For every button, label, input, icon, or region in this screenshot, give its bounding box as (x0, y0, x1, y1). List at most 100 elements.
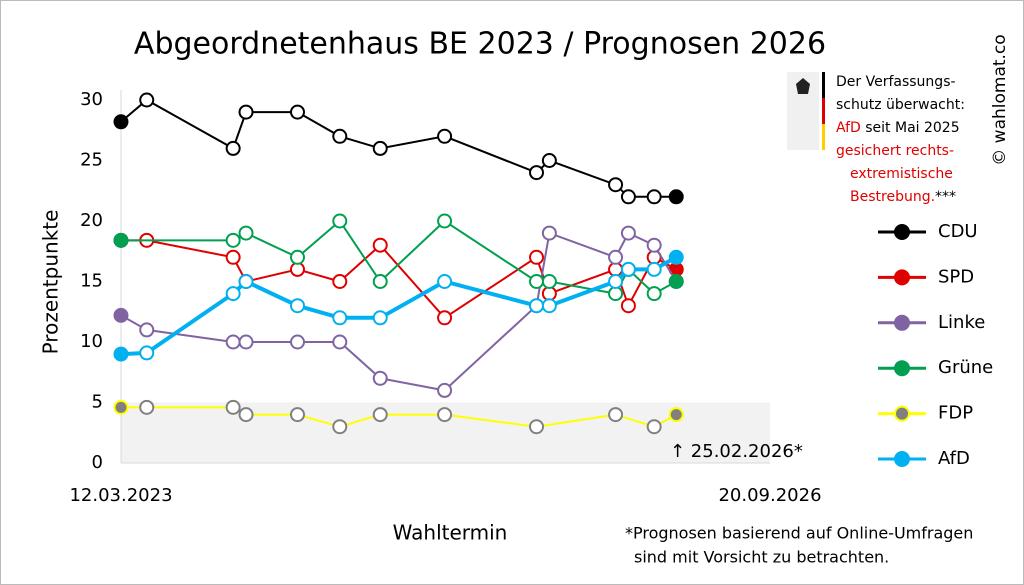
data-point (332, 213, 348, 229)
data-point (620, 261, 636, 277)
legend-label: FDP (938, 403, 973, 424)
data-point (372, 237, 388, 253)
data-point (372, 274, 388, 289)
note-line: AfD seit Mai 2025 (836, 120, 960, 136)
note-part: AfD (836, 120, 861, 136)
data-point (608, 249, 624, 265)
chart-title: Abgeordnetenhaus BE 2023 / Prognosen 202… (134, 27, 826, 62)
note-line: Bestrebung.*** (850, 189, 956, 205)
data-point (437, 128, 453, 144)
data-point (620, 225, 636, 241)
data-point (608, 274, 624, 289)
data-point (332, 419, 348, 435)
watermark: © wahlomat.co (990, 34, 1010, 165)
data-point (437, 407, 453, 423)
data-point (668, 249, 684, 265)
data-point (113, 307, 129, 323)
note-part: *** (935, 189, 956, 205)
data-point (541, 298, 557, 314)
data-point (541, 274, 557, 289)
data-point (646, 419, 662, 435)
legend-label: Grüne (938, 357, 993, 378)
data-point (238, 407, 254, 423)
data-point (646, 189, 662, 205)
data-point (608, 407, 624, 423)
legend-marker (894, 314, 910, 331)
eagle-icon (796, 78, 810, 94)
y-tick-label: 20 (80, 210, 103, 231)
data-point (541, 225, 557, 241)
y-tick-label: 15 (80, 271, 103, 292)
note-line: extremistische (850, 166, 953, 182)
legend-label: AfD (938, 448, 970, 469)
data-point (437, 213, 453, 229)
data-point (372, 310, 388, 326)
data-point (238, 334, 254, 350)
legend-marker (894, 224, 910, 240)
data-point (332, 128, 348, 144)
footnote: sind mit Vorsicht zu betrachten. (634, 548, 889, 567)
data-point (139, 322, 155, 338)
data-point (289, 104, 305, 120)
data-point (225, 140, 241, 156)
data-point (541, 286, 557, 302)
data-point (225, 334, 241, 350)
data-point (529, 298, 545, 314)
data-point (608, 177, 624, 193)
flag-stripe (822, 98, 825, 124)
data-point (332, 334, 348, 350)
note-part: seit Mai 2025 (861, 120, 960, 136)
data-point (113, 114, 129, 130)
y-tick-label: 30 (80, 89, 103, 110)
data-point (332, 310, 348, 326)
data-point (372, 407, 388, 423)
data-point (225, 286, 241, 302)
plot-area (113, 90, 770, 464)
note-line: schutz überwacht: (836, 97, 965, 113)
data-point (225, 249, 241, 265)
data-point (529, 274, 545, 289)
data-point (139, 92, 155, 108)
data-point (646, 286, 662, 302)
data-point (668, 407, 684, 423)
data-point (289, 334, 305, 350)
data-point (646, 237, 662, 253)
legend-marker (894, 360, 910, 377)
data-point (113, 232, 129, 248)
flag-stripe (822, 72, 825, 98)
y-tick-label: 10 (80, 331, 103, 352)
data-point (437, 382, 453, 398)
data-point (372, 140, 388, 156)
data-point (289, 261, 305, 277)
x-axis-label: Wahltermin (393, 521, 508, 545)
data-point (238, 274, 254, 289)
y-tick-label: 0 (92, 452, 103, 473)
data-point (332, 274, 348, 289)
note: Der Verfassungs- schutz überwacht: AfD s… (836, 74, 965, 205)
legend-label: SPD (938, 266, 974, 287)
note-line: Der Verfassungs- (836, 74, 956, 90)
data-point (289, 298, 305, 314)
data-point (437, 274, 453, 289)
data-point (620, 189, 636, 205)
data-point (289, 407, 305, 423)
flag-stripe (822, 124, 825, 150)
x-tick-label: 20.09.2026 (718, 485, 821, 506)
data-point (225, 399, 241, 415)
data-point (139, 345, 155, 361)
data-point (139, 399, 155, 415)
data-point (668, 189, 684, 205)
data-point (238, 225, 254, 241)
data-point (668, 274, 684, 289)
data-point (529, 249, 545, 265)
legend-label: Linke (938, 312, 985, 333)
data-point (529, 419, 545, 435)
note-line: gesichert rechts- (836, 143, 954, 159)
data-point (541, 153, 557, 168)
data-point (529, 165, 545, 181)
y-tick-label: 5 (92, 392, 103, 413)
footnote: *Prognosen basierend auf Online-Umfragen (625, 524, 973, 543)
data-point (289, 249, 305, 265)
